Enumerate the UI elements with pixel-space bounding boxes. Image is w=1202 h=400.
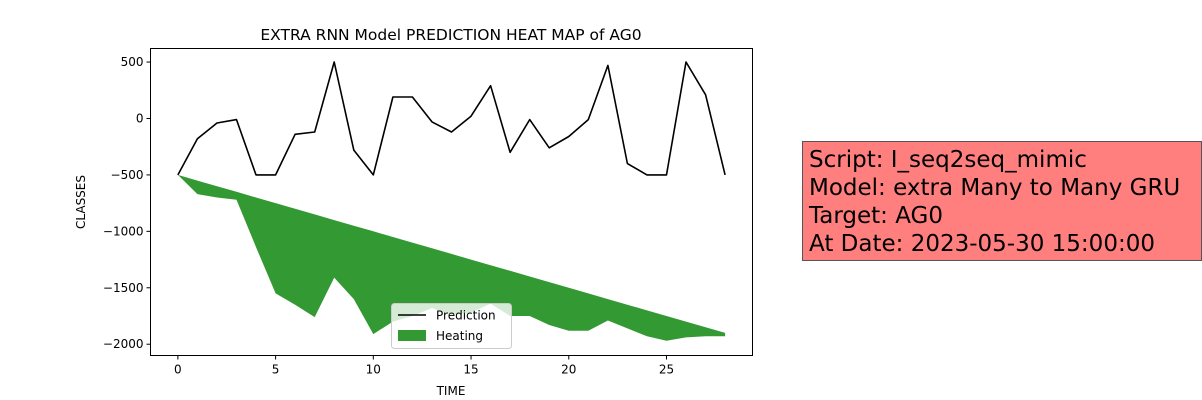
legend-prediction-label: Prediction [436,309,496,323]
x-axis: 0 5 10 15 20 25 [174,355,674,377]
legend: Prediction Heating [391,303,512,349]
chart-title: EXTRA RNN Model PREDICTION HEAT MAP of A… [260,26,641,44]
info-target-line: Target: AG0 [809,203,944,229]
x-tick-label: 5 [272,363,280,377]
info-box: Script: I_seq2seq_mimic Model: extra Man… [802,141,1202,261]
y-tick-label: 0 [136,111,144,125]
legend-heating-label: Heating [436,329,483,343]
x-axis-title: TIME [436,384,466,398]
plot-area [177,61,726,341]
y-tick-label: −2000 [103,337,144,351]
prediction-line [177,61,726,176]
y-tick-label: −1500 [103,281,144,295]
x-tick-label: 25 [659,363,674,377]
plot-frame [150,48,753,356]
y-axis-title: CLASSES [74,175,88,229]
y-axis: 500 0 −500 −1000 −1500 −2000 [103,55,151,351]
heating-area [177,174,726,341]
x-tick-label: 10 [366,363,381,377]
legend-heating-swatch [398,330,426,341]
info-date-line: At Date: 2023-05-30 15:00:00 [809,231,1155,257]
y-tick-label: 500 [121,55,144,69]
y-tick-label: −500 [111,168,144,182]
info-model-line: Model: extra Many to Many GRU [809,175,1181,201]
x-tick-label: 15 [463,363,478,377]
x-tick-label: 0 [174,363,182,377]
x-tick-label: 20 [561,363,576,377]
info-script-line: Script: I_seq2seq_mimic [809,147,1087,173]
y-tick-label: −1000 [103,224,144,238]
